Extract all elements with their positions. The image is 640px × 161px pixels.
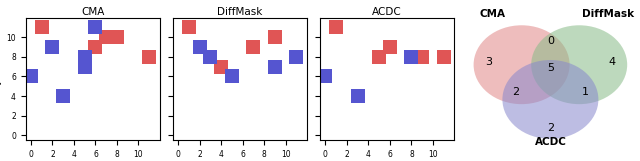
Point xyxy=(270,65,280,68)
Point xyxy=(79,56,90,58)
Text: 5: 5 xyxy=(547,63,554,73)
Circle shape xyxy=(502,60,598,139)
Point xyxy=(291,56,301,58)
Point xyxy=(406,56,417,58)
Point xyxy=(26,75,36,78)
Point xyxy=(270,36,280,39)
Text: DiffMask: DiffMask xyxy=(582,9,634,19)
Title: CMA: CMA xyxy=(81,7,104,17)
Point xyxy=(227,75,237,78)
Text: 3: 3 xyxy=(486,57,492,66)
Title: ACDC: ACDC xyxy=(372,7,402,17)
Point xyxy=(58,95,68,97)
Point xyxy=(195,46,205,48)
Text: ACDC: ACDC xyxy=(534,137,566,147)
Text: 2: 2 xyxy=(512,87,520,97)
Point xyxy=(320,75,330,78)
Text: 1: 1 xyxy=(582,87,588,97)
Point xyxy=(205,56,216,58)
Point xyxy=(79,65,90,68)
Point xyxy=(291,56,301,58)
Circle shape xyxy=(531,25,627,104)
Point xyxy=(331,26,341,29)
Text: 0: 0 xyxy=(547,36,554,46)
Point xyxy=(101,36,111,39)
Title: DiffMask: DiffMask xyxy=(218,7,262,17)
Point xyxy=(417,56,428,58)
Point xyxy=(144,56,154,58)
Point xyxy=(90,46,100,48)
Point xyxy=(184,26,194,29)
Point xyxy=(438,56,449,58)
Point xyxy=(374,56,384,58)
Circle shape xyxy=(474,25,570,104)
Text: 2: 2 xyxy=(547,123,554,133)
Text: 4: 4 xyxy=(608,57,616,66)
Point xyxy=(385,46,395,48)
Point xyxy=(112,36,122,39)
Point xyxy=(47,46,58,48)
Point xyxy=(216,65,227,68)
Point xyxy=(36,26,47,29)
Text: CMA: CMA xyxy=(480,9,506,19)
Point xyxy=(353,95,363,97)
Point xyxy=(248,46,259,48)
Point xyxy=(90,26,100,29)
Y-axis label: Layers: Layers xyxy=(0,63,1,95)
